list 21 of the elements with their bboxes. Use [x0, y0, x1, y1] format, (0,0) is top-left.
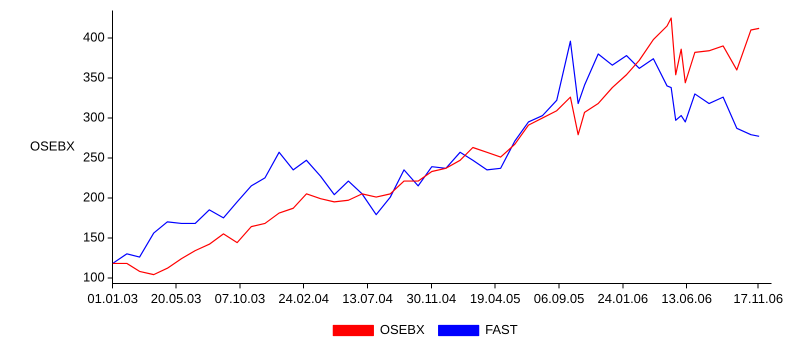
x-tick-label: 06.09.05 [534, 290, 584, 306]
y-axis-title: OSEBX [30, 138, 76, 154]
x-tick-label: 07.10.03 [214, 290, 266, 306]
x-tick-label: 24.01.06 [598, 290, 648, 306]
y-tick-label: 400 [82, 30, 105, 45]
y-tick-label: 100 [82, 269, 105, 284]
x-tick-label: 13.07.04 [342, 290, 393, 306]
x-tick-label: 01.01.03 [87, 290, 138, 306]
legend-label: OSEBX [380, 322, 425, 338]
x-tick-label: 13.06.06 [661, 290, 712, 306]
y-tick-label: 250 [82, 149, 105, 164]
legend-label: FAST [485, 322, 518, 338]
y-tick-label: 350 [82, 70, 105, 85]
x-tick-label: 20.05.03 [150, 290, 202, 306]
x-tick-label: 19.04.05 [470, 290, 520, 306]
y-tick-label: 300 [82, 110, 105, 124]
x-tick-label: 17.11.06 [733, 290, 784, 306]
y-tick-label: 200 [82, 189, 105, 204]
x-tick-label: 24.02.04 [278, 290, 330, 306]
y-tick-label: 150 [82, 229, 105, 244]
x-tick-label: 30.11.04 [406, 290, 456, 306]
